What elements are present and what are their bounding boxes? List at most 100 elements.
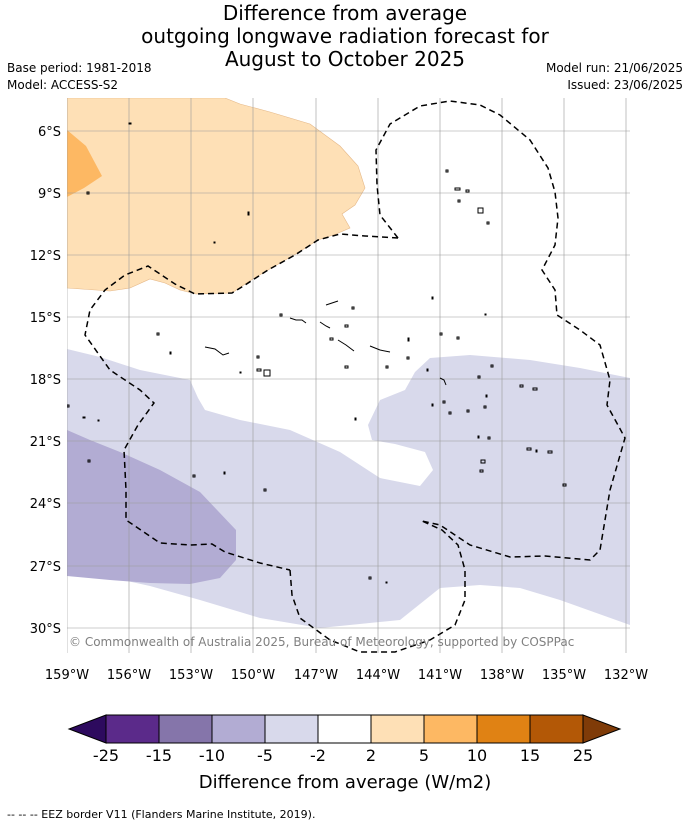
map-title: Difference from average outgoing longwav… bbox=[0, 2, 690, 71]
lon-label: 144°W bbox=[356, 668, 400, 683]
islands bbox=[67, 122, 567, 584]
colorbar-tick: -5 bbox=[257, 746, 273, 765]
eez-border-cook-islands bbox=[375, 100, 626, 561]
island bbox=[192, 474, 196, 478]
title-line-2: outgoing longwave radiation forecast for bbox=[141, 24, 549, 48]
island bbox=[239, 371, 242, 374]
island bbox=[329, 337, 334, 341]
colorbar-bin bbox=[106, 715, 159, 743]
island bbox=[484, 313, 487, 316]
colorbar-dividers bbox=[105, 714, 584, 744]
lon-label: 141°W bbox=[418, 668, 462, 683]
island bbox=[431, 403, 434, 407]
island bbox=[319, 321, 331, 329]
colorbar-frame bbox=[105, 714, 584, 744]
lat-label: 27°S bbox=[30, 560, 61, 575]
model-name: Model: ACCESS-S2 bbox=[7, 78, 119, 92]
issued-date: Issued: 23/06/2025 bbox=[567, 78, 683, 92]
lat-label: 12°S bbox=[30, 249, 61, 264]
island bbox=[431, 296, 434, 300]
island bbox=[385, 581, 388, 584]
island bbox=[289, 317, 307, 324]
island bbox=[86, 191, 90, 195]
lat-label: 21°S bbox=[30, 435, 61, 450]
title-line-1: Difference from average bbox=[222, 1, 468, 25]
colorbar-bin bbox=[530, 715, 583, 743]
island bbox=[263, 369, 271, 377]
island bbox=[97, 419, 100, 422]
island bbox=[477, 375, 481, 379]
island bbox=[368, 576, 372, 580]
colorbar-bin bbox=[318, 715, 371, 743]
colorbar-ticks: -25 -15 -10 -5 -2 2 5 10 15 25 bbox=[93, 746, 593, 765]
island bbox=[532, 387, 538, 391]
lat-label: 15°S bbox=[30, 311, 61, 326]
colorbar-bin bbox=[424, 715, 477, 743]
colorbar-extend-min bbox=[67, 714, 107, 744]
lat-label: 9°S bbox=[38, 187, 61, 202]
colorbar-bin bbox=[477, 715, 530, 743]
island bbox=[465, 189, 470, 193]
island bbox=[344, 324, 349, 328]
island bbox=[426, 368, 429, 372]
island bbox=[337, 339, 355, 352]
island bbox=[223, 471, 226, 475]
island bbox=[466, 409, 470, 413]
island bbox=[526, 447, 532, 451]
island bbox=[351, 306, 355, 310]
colorbar-tick: 15 bbox=[520, 746, 540, 765]
eez-border-south bbox=[289, 520, 466, 653]
colorbar-tick: 25 bbox=[573, 746, 593, 765]
colorbar: -25 -15 -10 -5 -2 2 5 10 15 25 Differenc… bbox=[67, 714, 622, 793]
island bbox=[156, 332, 160, 336]
island bbox=[256, 368, 262, 372]
island bbox=[67, 404, 70, 408]
meta-right: Model run: 21/06/2025 Issued: 23/06/2025 bbox=[546, 60, 683, 94]
eez-borders bbox=[84, 100, 626, 653]
island bbox=[454, 187, 461, 191]
lat-label: 24°S bbox=[30, 497, 61, 512]
colorbar-extend-max bbox=[582, 714, 622, 744]
island bbox=[519, 384, 524, 388]
island bbox=[439, 377, 447, 386]
colorbar-bin bbox=[371, 715, 424, 743]
lat-label: 6°S bbox=[38, 125, 61, 140]
island bbox=[406, 356, 410, 360]
graticule bbox=[67, 98, 630, 653]
lon-label: 147°W bbox=[294, 668, 338, 683]
colorbar-tick: -10 bbox=[199, 746, 225, 765]
model-run: Model run: 21/06/2025 bbox=[545, 61, 683, 75]
island bbox=[87, 459, 91, 463]
longitude-labels: 159°W 156°W 153°W 150°W 147°W 144°W 141°… bbox=[45, 668, 648, 683]
island bbox=[407, 337, 410, 342]
lon-label: 135°W bbox=[542, 668, 586, 683]
island bbox=[344, 365, 349, 369]
map-plot-area: © Commonwealth of Australia 2025, Bureau… bbox=[67, 98, 630, 653]
colorbar-bin bbox=[212, 715, 265, 743]
island bbox=[479, 469, 484, 473]
island bbox=[483, 405, 487, 409]
lat-label: 18°S bbox=[30, 373, 61, 388]
island bbox=[439, 332, 443, 336]
island bbox=[445, 169, 449, 173]
copyright-notice: © Commonwealth of Australia 2025, Bureau… bbox=[69, 635, 574, 649]
colorbar-tick: -25 bbox=[93, 746, 119, 765]
island bbox=[247, 211, 250, 216]
lon-label: 156°W bbox=[107, 668, 151, 683]
island bbox=[490, 364, 494, 368]
island bbox=[325, 300, 339, 306]
lon-label: 132°W bbox=[604, 668, 648, 683]
island bbox=[487, 436, 491, 440]
colorbar-tick: -15 bbox=[146, 746, 172, 765]
island bbox=[456, 336, 460, 340]
island bbox=[263, 488, 267, 492]
meta-left: Base period: 1981-2018 Model: ACCESS-S2 bbox=[7, 60, 152, 94]
island bbox=[213, 241, 216, 244]
island bbox=[256, 355, 260, 359]
island bbox=[204, 346, 230, 356]
latitude-labels: 6°S 9°S 12°S 15°S 18°S 21°S 24°S 27°S 30… bbox=[30, 125, 61, 637]
colorbar-tick: 2 bbox=[366, 746, 376, 765]
island bbox=[369, 345, 391, 353]
island bbox=[535, 449, 538, 453]
